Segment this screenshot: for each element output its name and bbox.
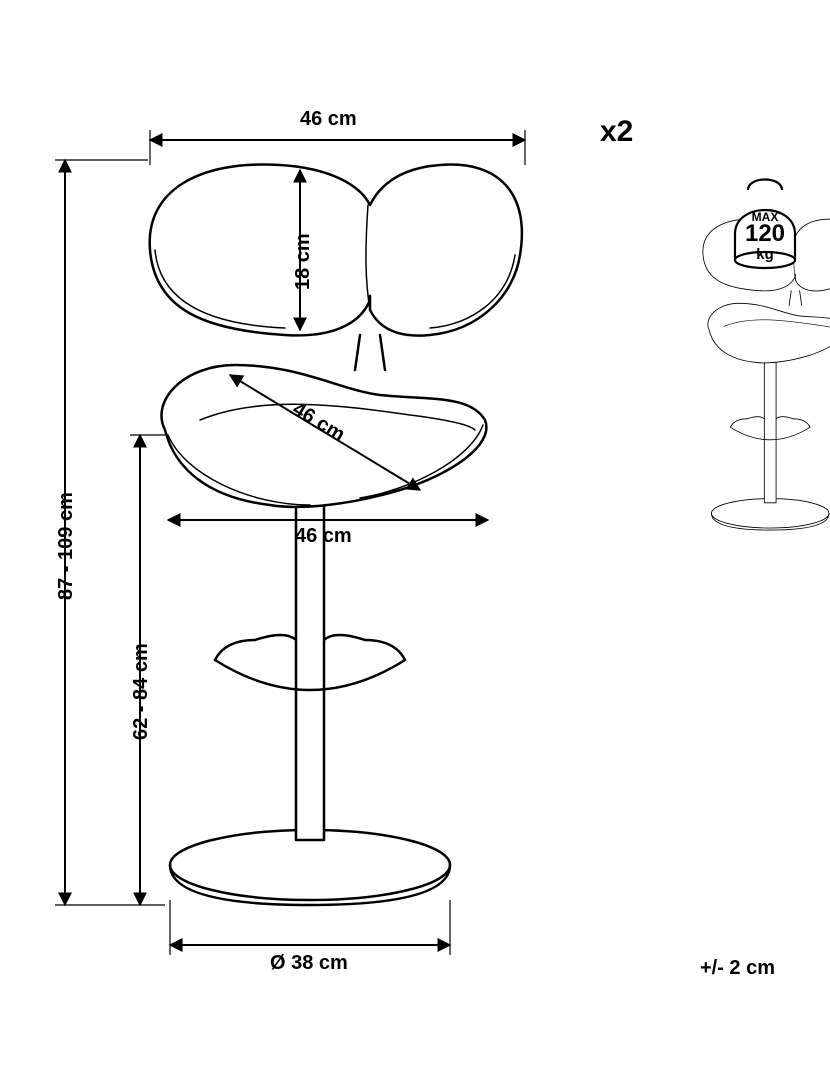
dim-backrest-height: 18 cm [292, 233, 315, 290]
max-load-unit: kg [745, 246, 785, 263]
dim-seat-width: 46 cm [295, 525, 352, 548]
dim-seat-height: 62 - 84 cm [130, 643, 153, 740]
dimension-diagram: x2 +/- 2 cm 87 - 109 cm 62 - 84 cm 46 cm… [0, 0, 830, 1080]
drawing-canvas [0, 0, 830, 1080]
dim-overall-height: 87 - 109 cm [55, 492, 78, 600]
dim-base-diameter: Ø 38 cm [270, 952, 348, 975]
tolerance-label: +/- 2 cm [700, 957, 775, 980]
quantity-label: x2 [600, 115, 633, 149]
dim-backrest-width: 46 cm [300, 108, 357, 131]
max-load-value: 120 [738, 222, 792, 246]
